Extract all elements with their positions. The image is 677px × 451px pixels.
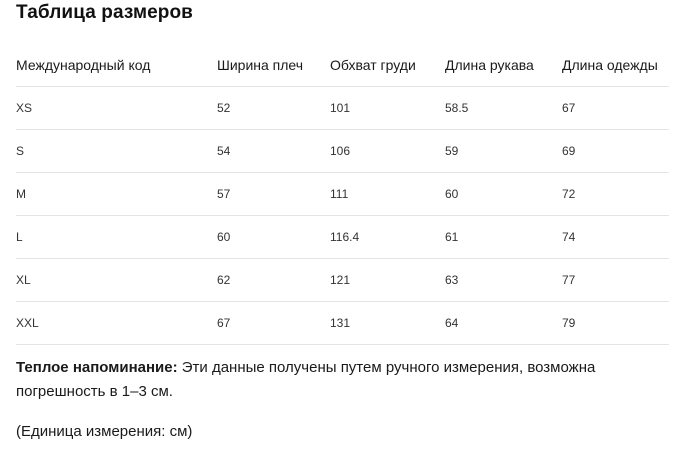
header-garment-length: Длина одежды xyxy=(562,40,669,87)
measurement-reminder: Теплое напоминание: Эти данные получены … xyxy=(16,356,666,404)
garment-length-cell: 69 xyxy=(562,129,669,173)
chest-cell: 101 xyxy=(330,86,445,130)
header-shoulder-width: Ширина плеч xyxy=(217,40,330,87)
header-sleeve-length: Длина рукава xyxy=(445,40,562,87)
shoulder-width-cell: 52 xyxy=(217,86,330,130)
chest-cell: 106 xyxy=(330,129,445,173)
size-table: Международный код Ширина плеч Обхват гру… xyxy=(16,40,669,345)
size-code-cell: XXL xyxy=(16,301,217,345)
shoulder-width-cell: 54 xyxy=(217,129,330,173)
table-row: L 60 116.4 61 74 xyxy=(16,215,669,259)
table-row: XL 62 121 63 77 xyxy=(16,258,669,302)
sleeve-length-cell: 60 xyxy=(445,172,562,216)
shoulder-width-cell: 62 xyxy=(217,258,330,302)
shoulder-width-cell: 57 xyxy=(217,172,330,216)
chest-cell: 116.4 xyxy=(330,215,445,259)
reminder-label: Теплое напоминание: xyxy=(16,359,178,376)
size-code-cell: XS xyxy=(16,86,217,130)
unit-note: (Единица измерения: см) xyxy=(16,423,193,440)
garment-length-cell: 72 xyxy=(562,172,669,216)
size-code-cell: L xyxy=(16,215,217,259)
chest-cell: 111 xyxy=(330,172,445,216)
garment-length-cell: 77 xyxy=(562,258,669,302)
size-code-cell: M xyxy=(16,172,217,216)
header-chest-circumference: Обхват груди xyxy=(330,40,445,87)
sleeve-length-cell: 58.5 xyxy=(445,86,562,130)
table-body: XS 52 101 58.5 67 S 54 106 59 69 M 57 11… xyxy=(16,86,669,345)
size-code-cell: S xyxy=(16,129,217,173)
chest-cell: 131 xyxy=(330,301,445,345)
reminder-text: Эти данные получены путем ручного измере… xyxy=(16,359,596,400)
table-row: XXL 67 131 64 79 xyxy=(16,301,669,345)
garment-length-cell: 67 xyxy=(562,86,669,130)
table-row: M 57 111 60 72 xyxy=(16,172,669,216)
sleeve-length-cell: 59 xyxy=(445,129,562,173)
page-title: Таблица размеров xyxy=(16,2,193,23)
header-international-code: Международный код xyxy=(16,40,217,87)
sleeve-length-cell: 64 xyxy=(445,301,562,345)
table-row: S 54 106 59 69 xyxy=(16,129,669,173)
shoulder-width-cell: 60 xyxy=(217,215,330,259)
table-header: Международный код Ширина плеч Обхват гру… xyxy=(16,40,669,87)
size-code-cell: XL xyxy=(16,258,217,302)
garment-length-cell: 74 xyxy=(562,215,669,259)
sleeve-length-cell: 63 xyxy=(445,258,562,302)
chest-cell: 121 xyxy=(330,258,445,302)
sleeve-length-cell: 61 xyxy=(445,215,562,259)
table-row: XS 52 101 58.5 67 xyxy=(16,86,669,130)
garment-length-cell: 79 xyxy=(562,301,669,345)
header-row: Международный код Ширина плеч Обхват гру… xyxy=(16,40,669,87)
shoulder-width-cell: 67 xyxy=(217,301,330,345)
